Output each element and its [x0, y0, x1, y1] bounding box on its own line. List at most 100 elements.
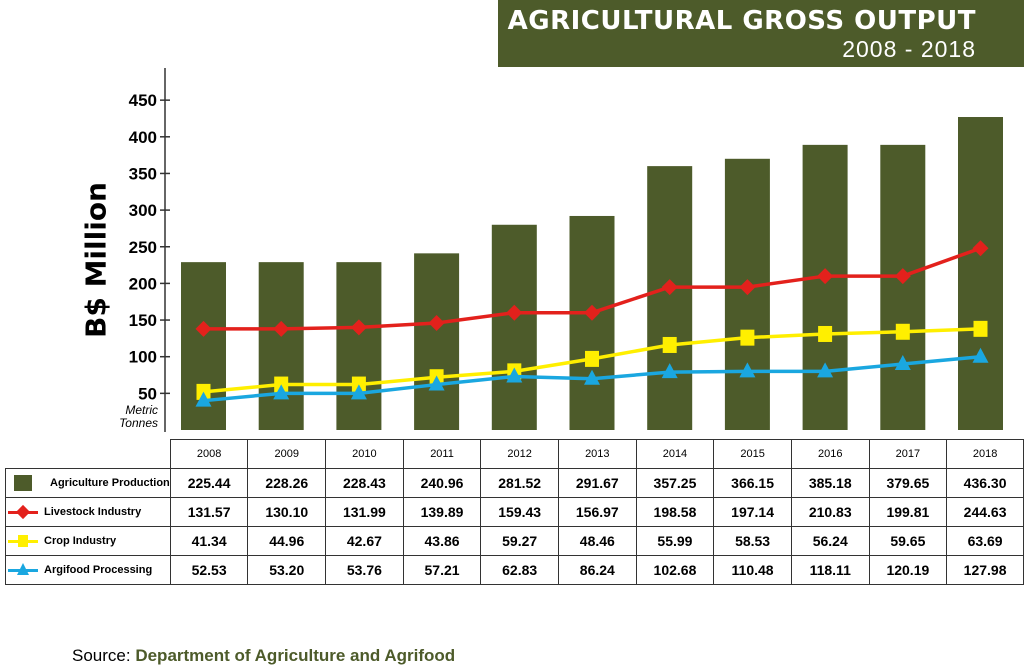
x-tick-label: 2012: [480, 439, 559, 469]
source-org: Department of Agriculture and Agrifood: [135, 646, 456, 665]
point-2014: [662, 336, 677, 353]
table-cell: 291.67: [557, 467, 637, 498]
point-2018: [972, 240, 989, 257]
chart-area: 50 100 150 200 250 300 350 400 450: [129, 68, 1003, 432]
table-cell: 244.63: [946, 496, 1024, 527]
table-cell: 199.81: [868, 496, 948, 527]
point-2010: [350, 319, 367, 336]
point-2014: [661, 279, 678, 296]
legend-entry: Crop Industry: [5, 525, 171, 556]
table-cell: 55.99: [635, 525, 715, 556]
chart-subtitle: 2008 - 2018: [842, 36, 976, 62]
table-cell: 379.65: [868, 467, 948, 498]
table-row: Crop Industry 41.34 44.96 42.67 43.86 59.27 48…: [5, 525, 1024, 556]
legend-entry: Argifood Processing: [5, 554, 171, 585]
table-cell: 63.69: [946, 525, 1024, 556]
x-tick-label: 2008: [169, 439, 249, 469]
table-cell: 59.65: [868, 525, 948, 556]
y-tick-label: 150: [129, 311, 157, 330]
point-2015: [739, 362, 756, 378]
table-cell: 120.19: [868, 554, 948, 585]
table-cell: 102.68: [635, 554, 715, 585]
bar-2014: [647, 166, 693, 430]
table-row: Livestock Industry 131.57 130.10 131.99 139.…: [5, 496, 1024, 527]
point-2010: [350, 384, 367, 400]
bar-2012: [491, 224, 537, 430]
table-cell: 58.53: [713, 525, 792, 556]
bar-2016: [802, 144, 848, 430]
table-cell: 228.26: [247, 467, 327, 498]
table-cell: 42.67: [325, 525, 404, 556]
point-2018: [972, 347, 989, 363]
point-2013: [584, 304, 600, 321]
legend-swatch: [8, 562, 38, 578]
bar-2011: [414, 253, 460, 430]
legend-label: Livestock Industry: [44, 505, 142, 518]
x-tick-label: 2014: [635, 439, 715, 469]
legend-label: Crop Industry: [44, 534, 117, 547]
point-2016: [818, 325, 833, 342]
x-tick-label: 2016: [790, 439, 870, 469]
table-cell: 366.15: [713, 467, 792, 498]
legend-label: Agriculture Production: [50, 476, 170, 489]
table-cell: 240.96: [402, 467, 482, 498]
x-tick-label: 2010: [325, 439, 404, 469]
point-2017: [894, 268, 911, 285]
chart-title: AGRICULTURAL GROSS OUTPUT: [507, 6, 976, 36]
table-cell: 118.11: [790, 554, 870, 585]
y-tick-label: 250: [129, 238, 157, 257]
data-table: 2008 2009 2010 2011 2012 2013 2014 2015 2016 2017…: [5, 439, 1024, 585]
table-cell: 130.10: [247, 496, 327, 527]
table-cell: 53.20: [247, 554, 327, 585]
series-diamond: [195, 240, 989, 337]
point-2016: [817, 268, 834, 285]
point-2017: [895, 323, 910, 340]
point-2014: [661, 363, 678, 379]
table-cell: 139.89: [402, 496, 482, 527]
table-cell: 43.86: [402, 525, 482, 556]
x-tick-label: 2009: [247, 439, 327, 469]
y-axis-label: B$ Million: [79, 182, 113, 338]
table-cell: 48.46: [557, 525, 637, 556]
source-line: Source: Department of Agriculture and Ag…: [72, 646, 455, 666]
table-row: Agriculture Production 225.44 228.26 228.43…: [5, 467, 1024, 498]
table-cell: 53.76: [325, 554, 404, 585]
legend-entry: Livestock Industry: [5, 496, 171, 527]
point-2013: [584, 369, 600, 385]
y-tick-label: 100: [129, 348, 157, 367]
x-tick-label: 2013: [557, 439, 637, 469]
title-banner: AGRICULTURAL GROSS OUTPUT 2008 - 2018: [498, 0, 1024, 67]
table-cell: 110.48: [713, 554, 792, 585]
x-tick-label: 2017: [868, 439, 948, 469]
bar-2009: [258, 262, 304, 430]
point-2009: [273, 384, 290, 400]
table-cell: 197.14: [713, 496, 792, 527]
table-cell: 127.98: [946, 554, 1024, 585]
point-2008: [195, 320, 212, 337]
table-corner: [5, 439, 171, 469]
y-tick-label: 350: [129, 164, 157, 183]
table-cell: 210.83: [790, 496, 870, 527]
point-2013: [585, 350, 599, 367]
table-cell: 44.96: [247, 525, 327, 556]
table-cell: 198.58: [635, 496, 715, 527]
legend-swatch: [8, 533, 38, 549]
y-tick-label: 200: [129, 274, 157, 293]
bar-2017: [880, 144, 926, 430]
table-cell: 41.34: [169, 525, 249, 556]
bar-2018: [958, 117, 1003, 430]
y-tick-label: 50: [138, 384, 157, 403]
series-triangle: [195, 347, 989, 407]
x-tick-label: 2015: [713, 439, 792, 469]
x-tick-label: 2018: [946, 439, 1024, 469]
point-2011: [428, 314, 445, 331]
point-2015: [740, 329, 755, 346]
point-2009: [273, 320, 290, 337]
table-cell: 281.52: [480, 467, 559, 498]
table-cell: 436.30: [946, 467, 1024, 498]
y-tick-label: 450: [129, 91, 157, 110]
point-2008: [195, 391, 212, 407]
table-cell: 159.43: [480, 496, 559, 527]
legend-swatch: [14, 474, 32, 491]
point-2018: [973, 320, 988, 337]
